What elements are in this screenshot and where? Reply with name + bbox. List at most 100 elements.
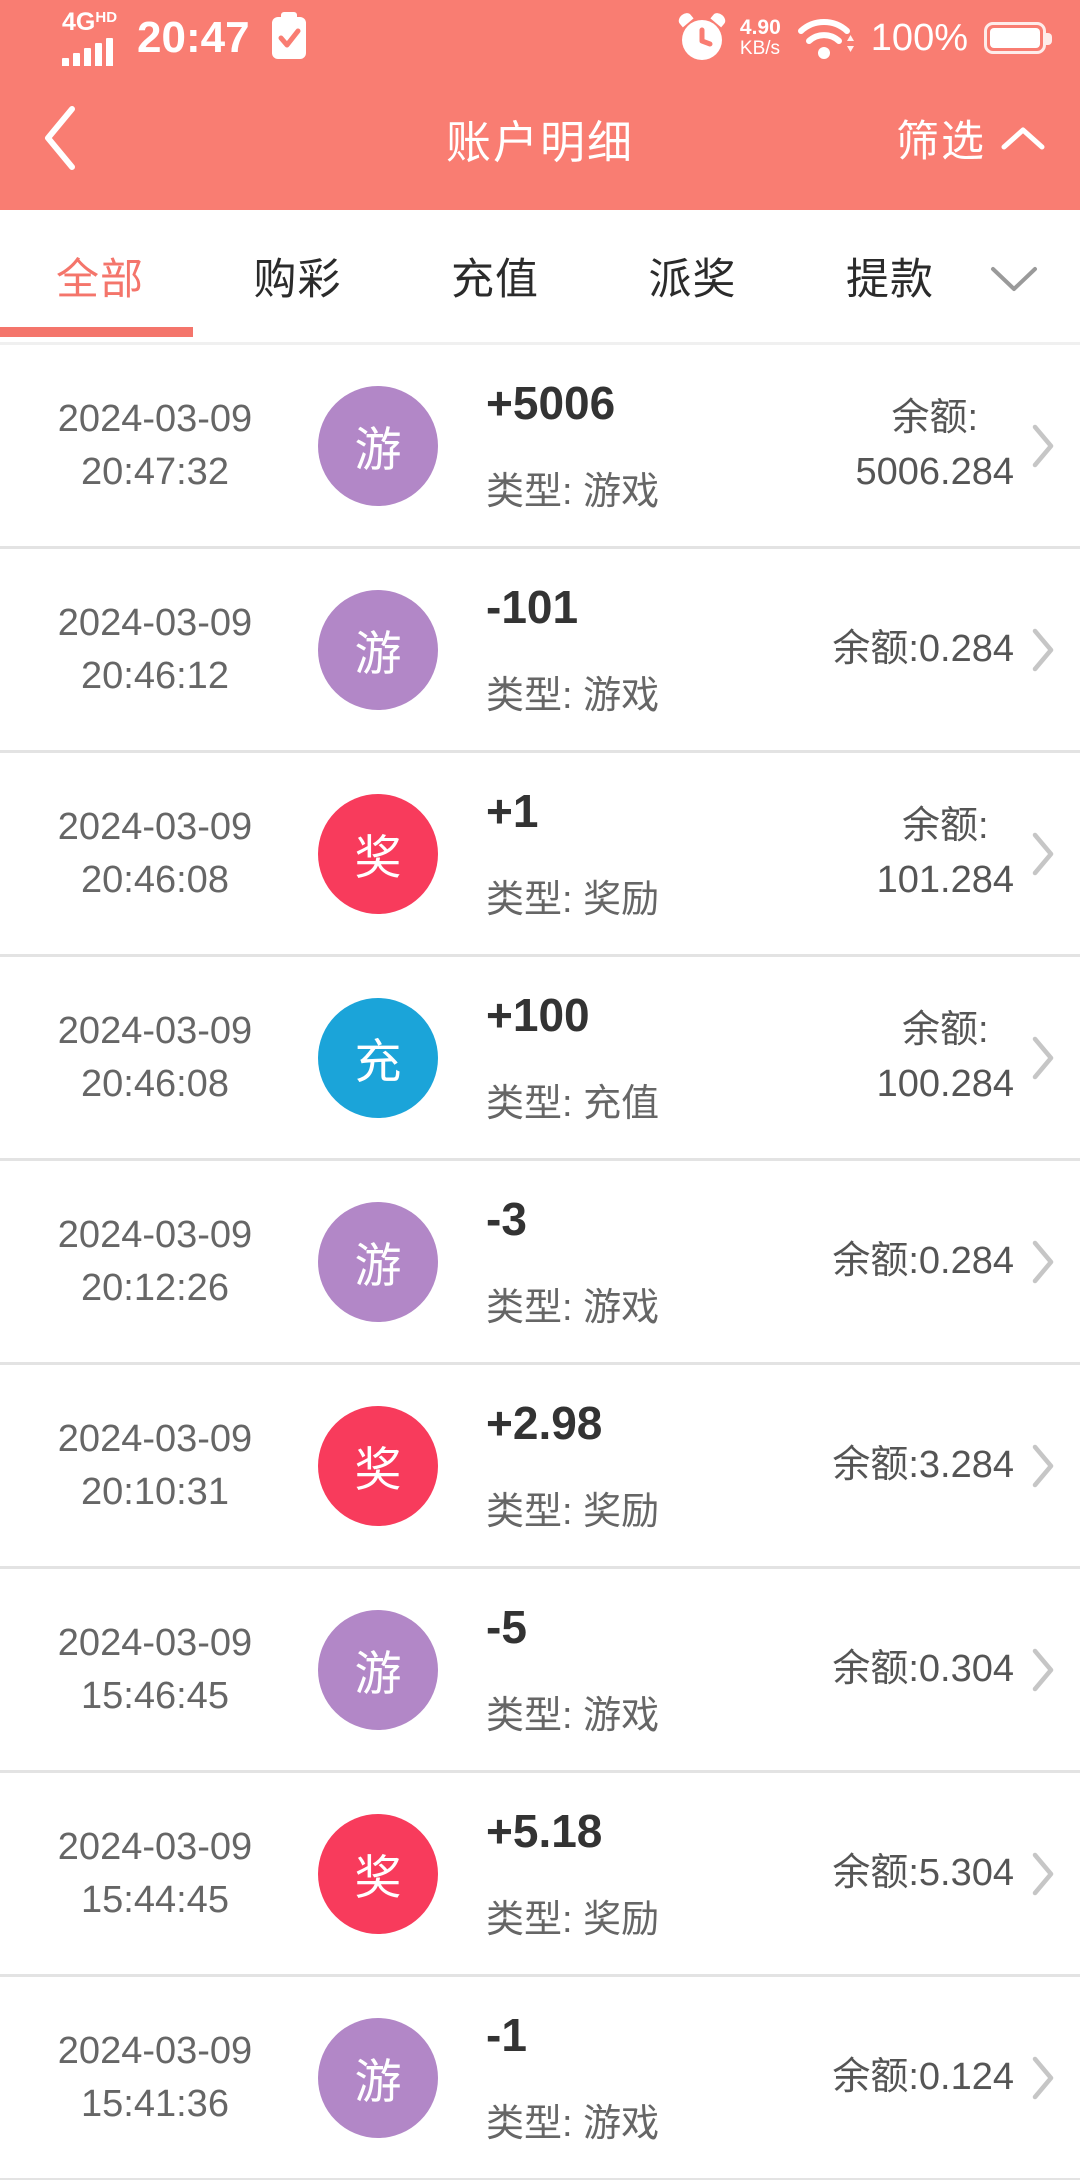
transaction-row[interactable]: 2024-03-09 15:44:45 奖 +5.18 类型: 奖励 余额:5.… [0, 1773, 1080, 1977]
chevron-right-icon[interactable] [1030, 830, 1056, 878]
transaction-type-label: 类型: 游戏 [486, 1695, 660, 1737]
clipboard-check-icon [271, 12, 306, 59]
signal-bars-icon: 4GHD [62, 8, 118, 67]
transaction-datetime: 2024-03-09 15:46:45 [38, 1617, 272, 1722]
net-speed: 4.90 KB/s [739, 16, 781, 59]
transaction-balance: 余额: 5006.284 [855, 397, 1015, 493]
transaction-row[interactable]: 2024-03-09 15:46:45 游 -5 类型: 游戏 余额:0.304 [0, 1569, 1080, 1773]
tab-label: 全部 [56, 256, 144, 304]
filter-button[interactable]: 筛选 [896, 107, 1046, 169]
transaction-date: 2024-03-09 [57, 1622, 253, 1665]
transaction-type-badge: 游 [318, 2017, 438, 2138]
chevron-right-icon[interactable] [1030, 1850, 1056, 1898]
chevron-right-icon[interactable] [1030, 1442, 1056, 1490]
transaction-time: 15:46:45 [81, 1674, 229, 1717]
chevron-right-icon[interactable] [1030, 1034, 1056, 1082]
transaction-balance: 余额: 101.284 [876, 805, 1014, 901]
transaction-amount: -5 [486, 1601, 527, 1653]
transaction-date: 2024-03-09 [57, 398, 253, 441]
transaction-amount: +100 [486, 989, 590, 1041]
transaction-amount: +5.18 [486, 1805, 603, 1857]
transaction-datetime: 2024-03-09 20:10:31 [38, 1413, 272, 1518]
transaction-type-label: 类型: 游戏 [486, 2103, 660, 2145]
transaction-row[interactable]: 2024-03-09 20:46:08 奖 +1 类型: 奖励 余额: 101.2… [0, 753, 1080, 957]
tabs-more-button[interactable] [988, 258, 1040, 294]
transaction-type-label: 类型: 游戏 [486, 675, 660, 717]
chevron-right-icon[interactable] [1030, 626, 1056, 674]
transaction-balance: 余额:0.284 [832, 627, 1014, 670]
wifi-icon [797, 15, 855, 61]
transaction-type-badge: 游 [318, 589, 438, 710]
transaction-time: 20:46:08 [81, 858, 229, 901]
chevron-down-icon [991, 267, 1037, 291]
transaction-balance: 余额:3.284 [832, 1443, 1014, 1486]
transaction-datetime: 2024-03-09 20:47:32 [38, 393, 272, 498]
battery-percent: 100% [870, 16, 968, 59]
caret-up-icon [1001, 127, 1045, 150]
transaction-time: 20:46:12 [81, 654, 229, 697]
transaction-type-label: 类型: 充值 [486, 1083, 660, 1125]
transaction-time: 20:47:32 [81, 450, 229, 493]
transaction-type-badge: 充 [318, 997, 438, 1118]
active-tab-underline [0, 327, 193, 337]
transaction-date: 2024-03-09 [57, 2030, 253, 2073]
transaction-time: 20:12:26 [81, 1266, 229, 1309]
alarm-clock-icon [676, 10, 728, 60]
transaction-time: 15:41:36 [81, 2082, 229, 2125]
transaction-datetime: 2024-03-09 20:12:26 [38, 1209, 272, 1314]
transaction-balance: 余额: 100.284 [876, 1009, 1014, 1105]
chevron-right-icon[interactable] [1030, 2054, 1056, 2102]
chevron-right-icon[interactable] [1030, 422, 1056, 470]
status-bar: 4GHD 20:47 4.90 KB/s [0, 0, 1080, 67]
transaction-date: 2024-03-09 [57, 1826, 253, 1869]
transaction-datetime: 2024-03-09 15:41:36 [38, 2025, 272, 2130]
transaction-balance: 余额:0.124 [832, 2055, 1014, 2098]
tab-label: 派奖 [648, 256, 737, 304]
tab-购彩[interactable]: 购彩 [254, 245, 342, 307]
transaction-type-label: 类型: 奖励 [486, 879, 660, 921]
chevron-right-icon[interactable] [1030, 1646, 1056, 1694]
tab-label: 充值 [451, 256, 539, 304]
transaction-datetime: 2024-03-09 20:46:08 [38, 801, 272, 906]
transaction-row[interactable]: 2024-03-09 15:41:36 游 -1 类型: 游戏 余额:0.124 [0, 1977, 1080, 2180]
transaction-date: 2024-03-09 [57, 806, 253, 849]
transaction-type-label: 类型: 游戏 [486, 1287, 660, 1329]
transaction-balance: 余额:0.284 [832, 1239, 1014, 1282]
nav-bar: 账户明细 筛选 [0, 66, 1080, 210]
transaction-amount: +1 [486, 785, 539, 837]
transaction-type-badge: 奖 [318, 793, 438, 914]
page-title: 账户明细 [445, 116, 634, 168]
transaction-amount: -101 [486, 581, 579, 633]
battery-icon [984, 22, 1052, 54]
transaction-row[interactable]: 2024-03-09 20:46:12 游 -101 类型: 游戏 余额:0.2… [0, 549, 1080, 753]
status-time: 20:47 [137, 13, 250, 62]
transaction-date: 2024-03-09 [57, 602, 253, 645]
filter-label: 筛选 [896, 118, 986, 166]
transaction-row[interactable]: 2024-03-09 20:12:26 游 -3 类型: 游戏 余额:0.284 [0, 1161, 1080, 1365]
back-button[interactable] [40, 100, 96, 176]
transaction-datetime: 2024-03-09 20:46:12 [38, 597, 272, 702]
transaction-time: 15:44:45 [81, 1878, 229, 1921]
transaction-datetime: 2024-03-09 20:46:08 [38, 1005, 272, 1110]
transaction-type-label: 类型: 奖励 [486, 1491, 660, 1533]
transaction-time: 20:10:31 [81, 1470, 229, 1513]
transaction-row[interactable]: 2024-03-09 20:47:32 游 +5006 类型: 游戏 余额: 50… [0, 345, 1080, 549]
transaction-type-label: 类型: 奖励 [486, 1899, 660, 1941]
tab-提款[interactable]: 提款 [846, 245, 934, 307]
tab-label: 提款 [846, 256, 934, 304]
tab-派奖[interactable]: 派奖 [649, 245, 737, 307]
transaction-type-badge: 游 [318, 1201, 438, 1322]
transaction-amount: +5006 [486, 377, 616, 429]
transaction-type-badge: 游 [318, 1609, 438, 1730]
transaction-list: 2024-03-09 20:47:32 游 +5006 类型: 游戏 余额: 50… [0, 345, 1080, 2180]
transaction-row[interactable]: 2024-03-09 20:10:31 奖 +2.98 类型: 奖励 余额:3.… [0, 1365, 1080, 1569]
tab-充值[interactable]: 充值 [451, 245, 539, 307]
transaction-row[interactable]: 2024-03-09 20:46:08 充 +100 类型: 充值 余额: 100… [0, 957, 1080, 1161]
chevron-right-icon[interactable] [1030, 1238, 1056, 1286]
transaction-amount: +2.98 [486, 1397, 603, 1449]
tab-全部[interactable]: 全部 [56, 245, 144, 307]
transaction-amount: -1 [486, 2009, 527, 2061]
net-speed-value: 4.90 [739, 16, 781, 39]
network-hd-label: HD [95, 8, 118, 26]
